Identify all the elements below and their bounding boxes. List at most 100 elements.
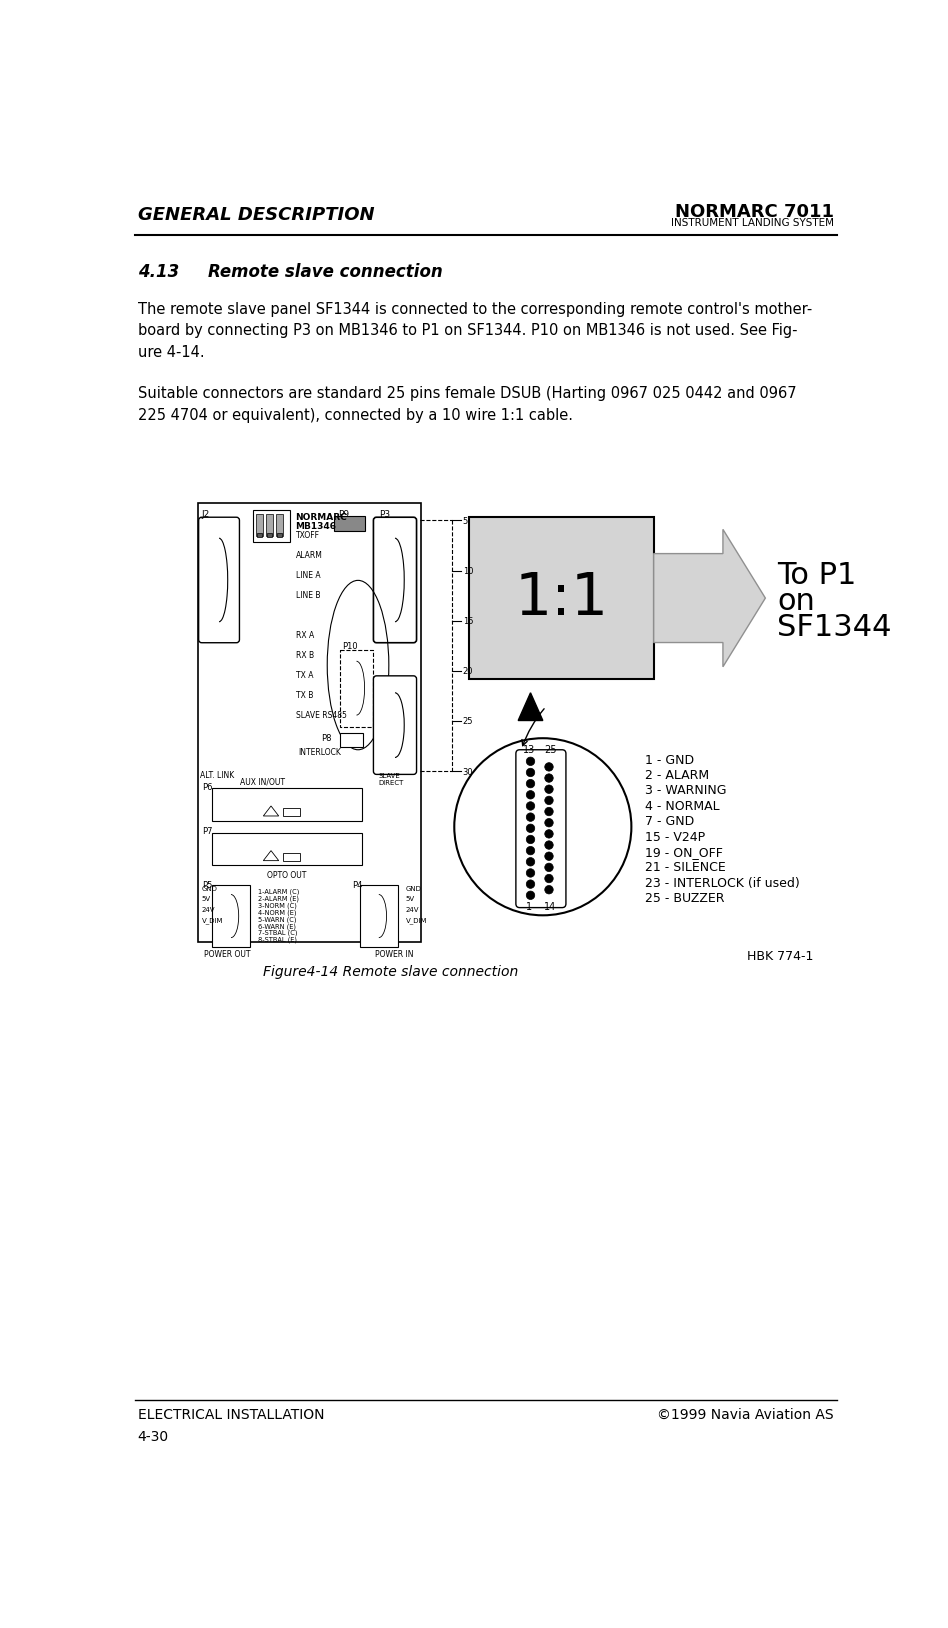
Text: 5V: 5V <box>202 895 210 902</box>
Bar <box>334 516 365 531</box>
Text: The remote slave panel SF1344 is connected to the corresponding remote control's: The remote slave panel SF1344 is connect… <box>137 301 812 360</box>
Text: P8: P8 <box>321 734 332 744</box>
Text: LINE B: LINE B <box>297 591 321 601</box>
Circle shape <box>545 830 554 838</box>
Circle shape <box>545 807 554 816</box>
Text: RX B: RX B <box>297 651 315 661</box>
Circle shape <box>526 835 535 843</box>
Text: 1: 1 <box>526 902 532 912</box>
Text: 13: 13 <box>523 746 535 755</box>
Text: 24V: 24V <box>202 907 215 913</box>
Text: ©1999 Navia Aviation AS: ©1999 Navia Aviation AS <box>657 1408 834 1423</box>
Text: GENERAL DESCRIPTION: GENERAL DESCRIPTION <box>137 207 374 225</box>
Text: V_DIM: V_DIM <box>406 918 428 925</box>
Text: OPTO OUT: OPTO OUT <box>267 871 306 881</box>
Text: SLAVE
DIRECT: SLAVE DIRECT <box>378 773 404 786</box>
Text: 15 - V24P: 15 - V24P <box>646 830 705 843</box>
Text: Figure4-14 Remote slave connection: Figure4-14 Remote slave connection <box>263 965 518 980</box>
Text: 5-WARN (C): 5-WARN (C) <box>258 917 297 923</box>
Circle shape <box>526 879 535 889</box>
Polygon shape <box>519 694 543 721</box>
Circle shape <box>526 780 535 788</box>
Text: ELECTRICAL INSTALLATION: ELECTRICAL INSTALLATION <box>137 1408 324 1423</box>
Text: P10: P10 <box>342 641 357 651</box>
Text: 20: 20 <box>463 667 473 676</box>
Text: 4-NORM (E): 4-NORM (E) <box>258 908 297 915</box>
Text: MB1346: MB1346 <box>295 523 336 531</box>
Text: 3 - WARNING: 3 - WARNING <box>646 785 727 798</box>
Text: 1-ALARM (C): 1-ALARM (C) <box>258 889 300 895</box>
Text: TX B: TX B <box>297 692 314 700</box>
Bar <box>267 532 272 537</box>
FancyBboxPatch shape <box>516 751 566 908</box>
Text: 14: 14 <box>544 902 556 912</box>
Text: P4: P4 <box>352 881 362 889</box>
FancyBboxPatch shape <box>199 518 240 643</box>
Bar <box>257 532 262 537</box>
Text: 25: 25 <box>544 746 556 755</box>
Text: 19 - ON_OFF: 19 - ON_OFF <box>646 847 723 860</box>
Circle shape <box>545 773 554 783</box>
FancyBboxPatch shape <box>374 518 416 643</box>
Circle shape <box>526 768 535 777</box>
Text: TXOFF: TXOFF <box>297 531 320 540</box>
Bar <box>198 503 421 943</box>
Text: 4 - NORMAL: 4 - NORMAL <box>646 799 720 812</box>
Text: NORMARC 7011: NORMARC 7011 <box>675 204 834 221</box>
Circle shape <box>526 847 535 855</box>
Text: 5: 5 <box>463 516 468 526</box>
Text: 24V: 24V <box>406 907 419 913</box>
Text: J2: J2 <box>202 510 210 519</box>
Text: RX A: RX A <box>297 632 315 640</box>
Bar <box>211 886 250 947</box>
Text: SLAVE RS485: SLAVE RS485 <box>297 711 347 720</box>
Text: 2 - ALARM: 2 - ALARM <box>646 768 709 781</box>
Text: 8-STBAL (E): 8-STBAL (E) <box>258 936 297 943</box>
Circle shape <box>545 874 554 882</box>
Text: P5: P5 <box>202 881 212 889</box>
Bar <box>256 514 263 536</box>
Text: 1:1: 1:1 <box>515 570 609 627</box>
Text: LINE A: LINE A <box>297 571 321 580</box>
Text: 6-WARN (E): 6-WARN (E) <box>258 923 296 930</box>
Text: GND: GND <box>202 886 218 892</box>
Circle shape <box>545 863 554 871</box>
Text: To P1: To P1 <box>777 562 856 589</box>
Circle shape <box>545 851 554 861</box>
Text: 15: 15 <box>463 617 473 627</box>
Bar <box>340 733 363 747</box>
Circle shape <box>526 869 535 877</box>
Circle shape <box>545 886 554 894</box>
Bar <box>283 853 300 861</box>
Circle shape <box>526 812 535 822</box>
Text: INSTRUMENT LANDING SYSTEM: INSTRUMENT LANDING SYSTEM <box>671 218 834 228</box>
FancyBboxPatch shape <box>374 676 416 775</box>
Bar <box>359 886 398 947</box>
Text: 3-NORM (C): 3-NORM (C) <box>258 902 297 908</box>
Text: GND: GND <box>406 886 422 892</box>
Text: TX A: TX A <box>297 671 314 681</box>
Text: SF1344: SF1344 <box>777 614 891 643</box>
Bar <box>283 807 300 816</box>
Text: INTERLOCK: INTERLOCK <box>298 749 341 757</box>
Circle shape <box>545 762 554 772</box>
Text: 7-STBAL (C): 7-STBAL (C) <box>258 930 298 936</box>
Text: 2-ALARM (E): 2-ALARM (E) <box>258 895 299 902</box>
Text: ALARM: ALARM <box>297 552 323 560</box>
Circle shape <box>545 819 554 827</box>
Circle shape <box>526 858 535 866</box>
Text: AUX IN/OUT: AUX IN/OUT <box>240 778 285 786</box>
Bar <box>277 532 282 537</box>
Text: V_DIM: V_DIM <box>202 918 223 925</box>
Text: 23 - INTERLOCK (if used): 23 - INTERLOCK (if used) <box>646 877 800 891</box>
Text: 4-30: 4-30 <box>137 1429 169 1444</box>
Text: 1 - GND: 1 - GND <box>646 754 694 767</box>
Bar <box>253 510 290 542</box>
Bar <box>340 650 373 726</box>
Circle shape <box>526 791 535 799</box>
Text: P7: P7 <box>202 827 212 835</box>
Text: 25: 25 <box>463 718 473 726</box>
Text: P9: P9 <box>338 510 349 519</box>
Bar <box>469 518 654 679</box>
Bar <box>277 514 283 536</box>
